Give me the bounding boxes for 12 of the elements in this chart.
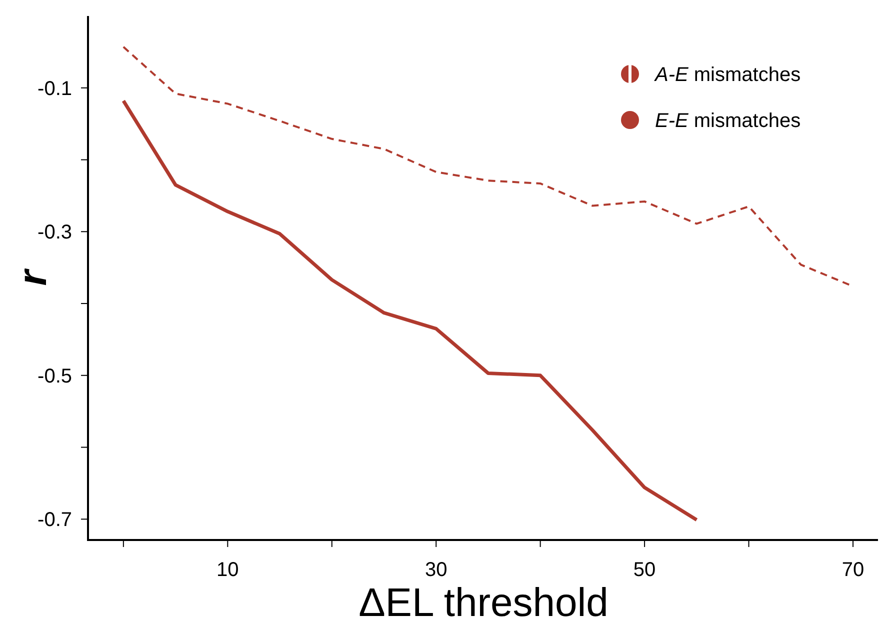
y-tick-label: -0.3	[38, 222, 72, 244]
y-tick-label: -0.5	[38, 365, 72, 388]
y-tick-label: -0.7	[38, 509, 72, 532]
y-axis-title: r	[11, 268, 55, 286]
y-tick-label: -0.1	[38, 78, 72, 100]
x-tick-label: 50	[633, 559, 656, 581]
x-axis-title: ΔEL threshold	[358, 581, 608, 624]
legend-label: E-E mismatches	[655, 110, 801, 132]
x-tick-label: 10	[216, 559, 239, 581]
x-tick-label: 70	[842, 559, 864, 581]
x-tick-label: 30	[424, 559, 448, 581]
legend-label: A-E mismatches	[654, 64, 801, 86]
